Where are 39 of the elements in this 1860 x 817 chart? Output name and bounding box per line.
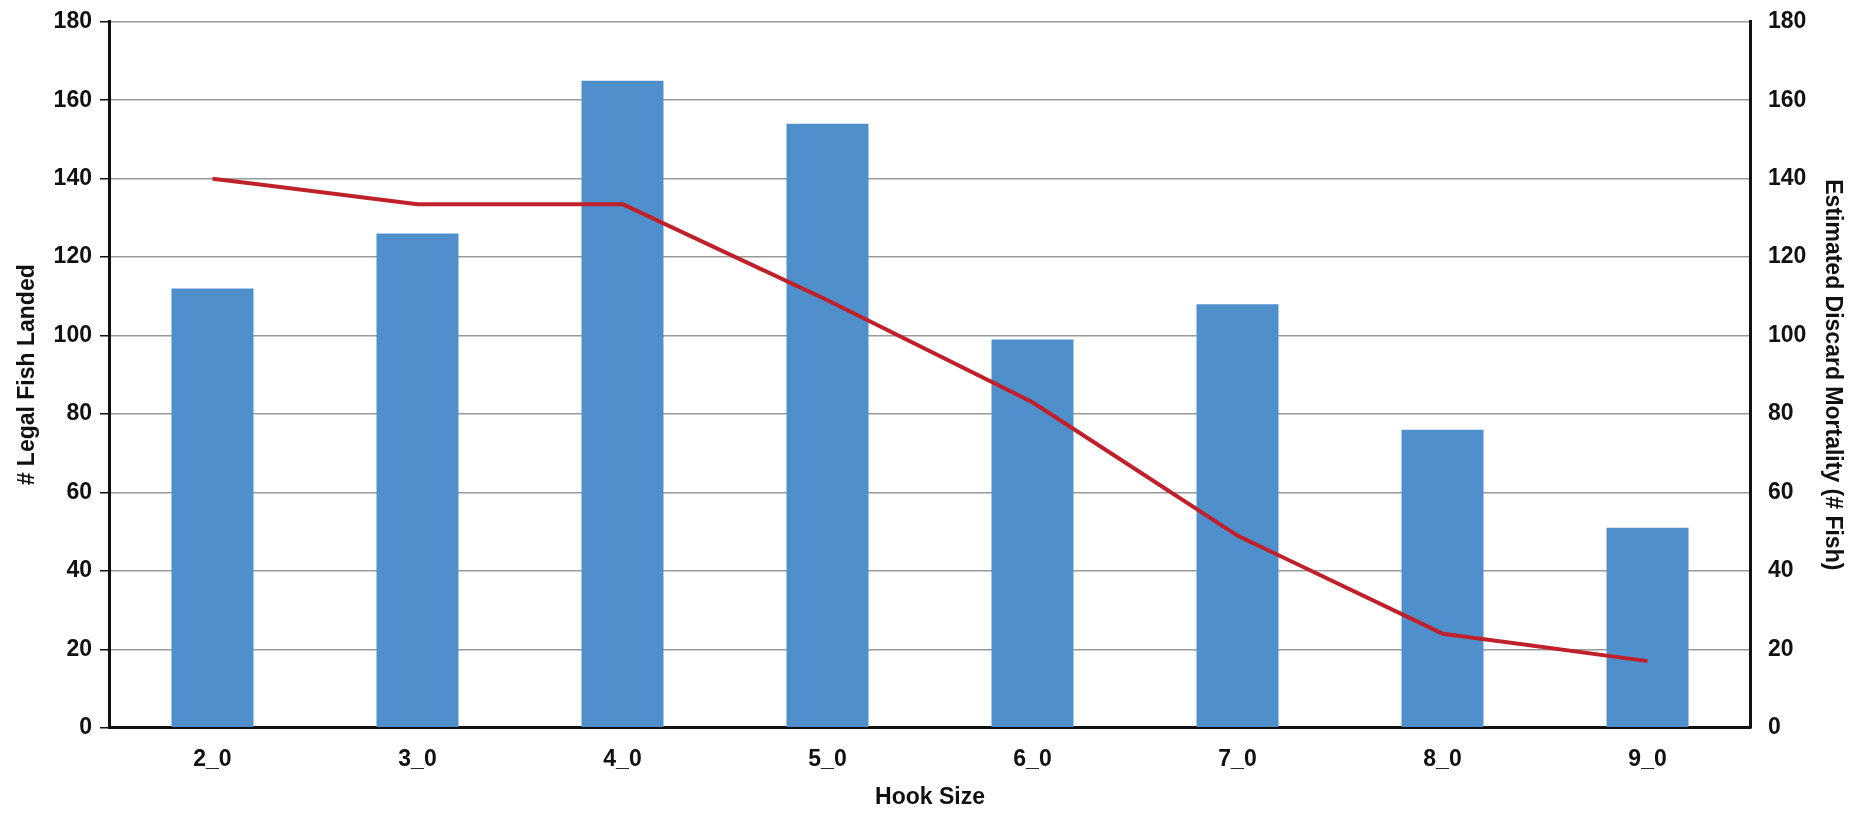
bar	[786, 123, 869, 728]
y2-tick-label: 0	[1768, 713, 1781, 740]
y2-tick-label: 20	[1768, 634, 1794, 661]
x-axis-title: Hook Size	[875, 782, 985, 809]
x-tick-label: 5_0	[808, 744, 847, 771]
x-tick-label: 2_0	[193, 744, 232, 771]
y2-tick-label: 140	[1768, 164, 1807, 191]
y2-tick-label: 40	[1768, 556, 1794, 583]
y2-tick-label: 160	[1768, 85, 1807, 112]
y-axis-title: # Legal Fish Landed	[13, 264, 40, 486]
x-tick-label: 6_0	[1013, 744, 1052, 771]
x-tick-label: 9_0	[1628, 744, 1667, 771]
y-tick-label: 100	[53, 320, 92, 347]
y-tick-label: 40	[66, 556, 92, 583]
y-tick-label: 80	[66, 399, 92, 426]
bar	[1401, 429, 1484, 728]
bar	[991, 339, 1074, 728]
x-tick-label: 7_0	[1218, 744, 1257, 771]
y2-tick-label: 80	[1768, 399, 1794, 426]
bar	[581, 80, 664, 728]
y-tick-label: 140	[53, 164, 92, 191]
bar	[1606, 527, 1689, 728]
x-tick-label: 4_0	[603, 744, 642, 771]
y-tick-label: 60	[66, 477, 92, 504]
y2-tick-label: 60	[1768, 477, 1794, 504]
y-tick-label: 180	[53, 7, 92, 34]
y2-tick-label: 100	[1768, 320, 1807, 347]
y2-axis-title: Estimated Discard Mortality (# Fish)	[1820, 179, 1847, 571]
y-tick-label: 0	[79, 713, 92, 740]
x-tick-label: 8_0	[1423, 744, 1462, 771]
y2-tick-label: 120	[1768, 242, 1807, 269]
y2-tick-label: 180	[1768, 7, 1807, 34]
y-tick-label: 120	[53, 242, 92, 269]
y-tick-label: 20	[66, 634, 92, 661]
bar	[376, 233, 459, 728]
bar	[171, 288, 254, 728]
y-tick-label: 160	[53, 85, 92, 112]
x-tick-label: 3_0	[398, 744, 437, 771]
bar	[1196, 304, 1279, 728]
